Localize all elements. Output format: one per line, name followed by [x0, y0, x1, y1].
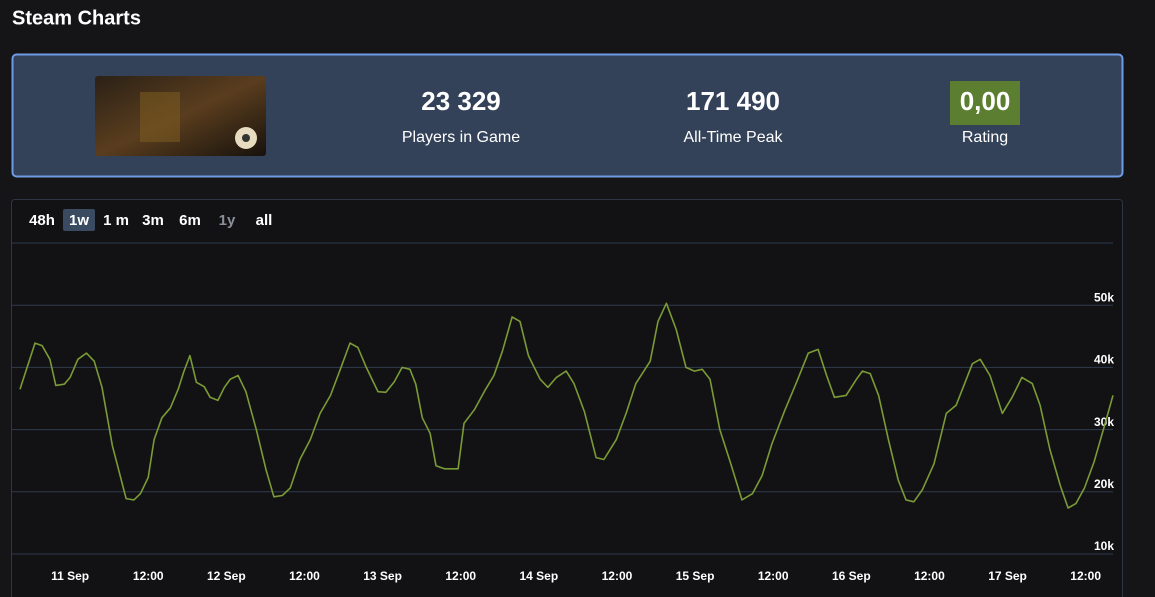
stat-value: 171 490: [686, 86, 780, 116]
button-label: 1y: [219, 212, 236, 229]
stat-label: All-Time Peak: [684, 129, 784, 146]
stat-value: 23 329: [421, 86, 501, 116]
y-tick-label: 40k: [1094, 353, 1114, 367]
x-tick-label: 12:00: [445, 569, 476, 583]
x-tick-label: 12:00: [1070, 569, 1101, 583]
x-tick-label: 12:00: [602, 569, 633, 583]
button-label: 48h: [29, 212, 55, 229]
x-tick-label: 11 Sep: [51, 569, 89, 583]
range-button[interactable]: 3m: [142, 212, 164, 229]
chart: 10k 20k 30k 40k 50k 11 Sep 12:00 12 Sep 12:00 13 …: [11, 242, 1114, 583]
x-tick-label: 12 Sep: [207, 569, 246, 583]
range-buttons: 48h 1w 1 m 3m 6m 1y all: [29, 209, 272, 231]
x-tick-label: 17 Sep: [988, 569, 1027, 583]
game-image[interactable]: [95, 76, 266, 156]
button-highlight: [63, 209, 95, 231]
chart-panel: [11, 199, 1123, 597]
x-tick-label: 16 Sep: [832, 569, 871, 583]
stats-panel: [11, 53, 1124, 178]
image-figure: [140, 92, 180, 142]
x-tick-label: 13 Sep: [363, 569, 402, 583]
range-button[interactable]: 1 m: [103, 212, 129, 229]
button-label: 1 m: [103, 212, 129, 229]
stat-value: 0,00: [960, 86, 1011, 116]
x-tick-label: 12:00: [289, 569, 320, 583]
range-button[interactable]: 1w: [63, 209, 95, 231]
x-tick-label: 12:00: [133, 569, 164, 583]
stat-label: Players in Game: [402, 129, 520, 146]
y-tick-label: 10k: [1094, 539, 1114, 553]
y-tick-label: 20k: [1094, 477, 1114, 491]
range-button[interactable]: all: [256, 212, 273, 229]
x-tick-label: 15 Sep: [676, 569, 715, 583]
button-label: all: [256, 212, 273, 229]
button-label: 6m: [179, 212, 201, 229]
y-tick-label: 30k: [1094, 415, 1114, 429]
range-button[interactable]: 6m: [179, 212, 201, 229]
button-label: 1w: [69, 212, 89, 229]
page-title: Steam Charts: [12, 7, 141, 29]
x-tick-label: 12:00: [914, 569, 945, 583]
range-button[interactable]: 1y: [219, 212, 236, 229]
image-frame: [95, 76, 266, 156]
image-badge-eye: [242, 134, 250, 142]
stat-label: Rating: [962, 129, 1008, 146]
x-tick-label: 14 Sep: [519, 569, 558, 583]
y-tick-label: 50k: [1094, 290, 1114, 304]
x-tick-label: 12:00: [758, 569, 789, 583]
range-button[interactable]: 48h: [29, 212, 55, 229]
rating-box: [950, 81, 1020, 125]
player-line: [19, 302, 1114, 509]
button-label: 3m: [142, 212, 164, 229]
